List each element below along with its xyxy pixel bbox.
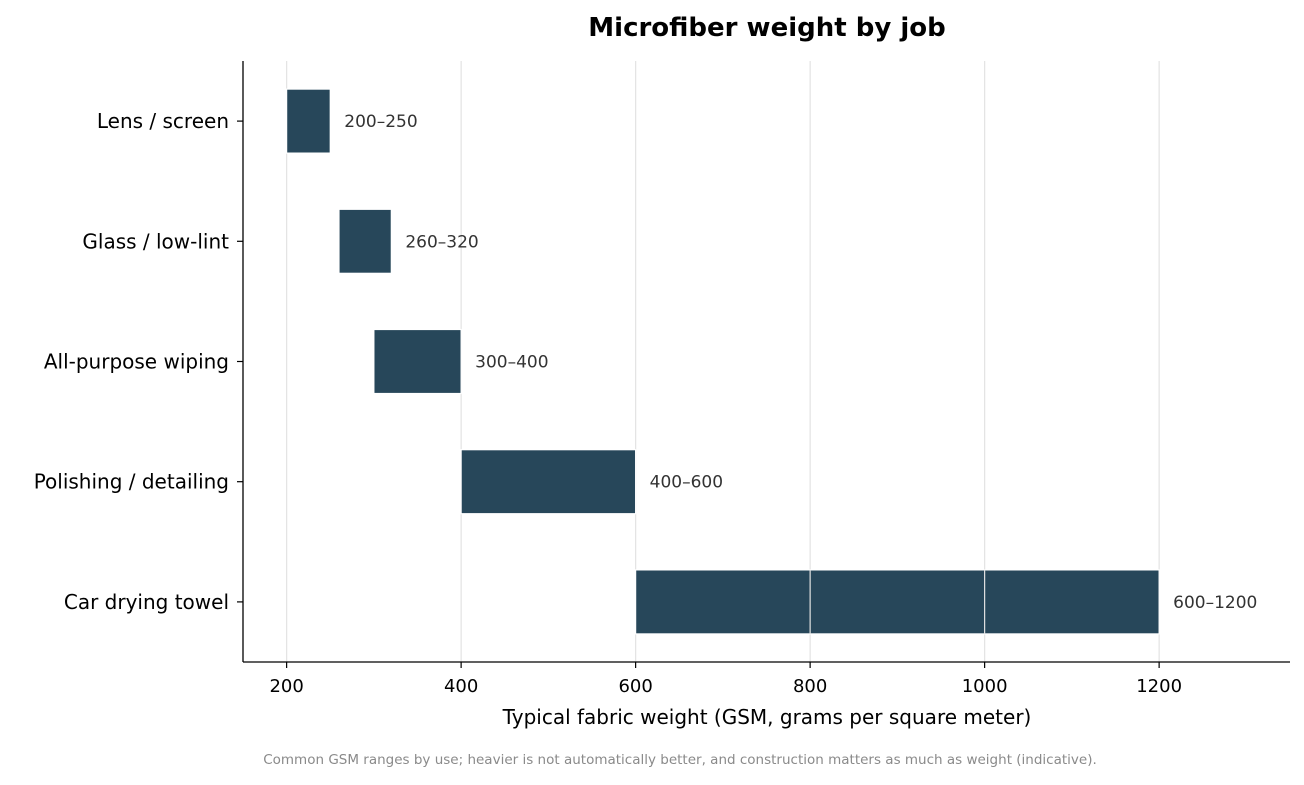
x-tick-label: 1200 (1136, 676, 1182, 697)
bar-layer (286, 88, 1160, 635)
data-label: 260–320 (405, 232, 478, 252)
x-tick-label: 200 (269, 676, 303, 697)
x-axis-label: Typical fabric weight (GSM, grams per sq… (502, 705, 1032, 729)
category-label: Polishing / detailing (34, 470, 229, 494)
label-layer: 200 400 600 800 1000 1200 Lens / screen 200–250… (34, 109, 1258, 697)
data-label: 600–1200 (1173, 593, 1257, 613)
range-bar (286, 88, 331, 154)
chart-title: Microfiber weight by job (588, 13, 945, 43)
category-label: All-purpose wiping (44, 350, 229, 374)
x-tick-label: 1000 (962, 676, 1008, 697)
range-bar (338, 208, 392, 274)
category-label: Lens / screen (97, 109, 229, 133)
category-label: Glass / low-lint (82, 229, 229, 253)
range-bar (460, 449, 637, 515)
range-bar (373, 328, 462, 395)
data-label: 200–250 (344, 112, 417, 132)
range-bar (635, 569, 1160, 635)
grid-layer (286, 61, 1160, 662)
x-tick-label: 400 (444, 676, 478, 697)
data-label: 300–400 (475, 353, 548, 373)
category-label: Car drying towel (64, 590, 229, 614)
x-tick-label: 600 (618, 676, 652, 697)
axis-layer (237, 61, 1290, 668)
footnote: Common GSM ranges by use; heavier is not… (263, 752, 1097, 768)
data-label: 400–600 (650, 473, 723, 493)
x-tick-label: 800 (793, 676, 827, 697)
